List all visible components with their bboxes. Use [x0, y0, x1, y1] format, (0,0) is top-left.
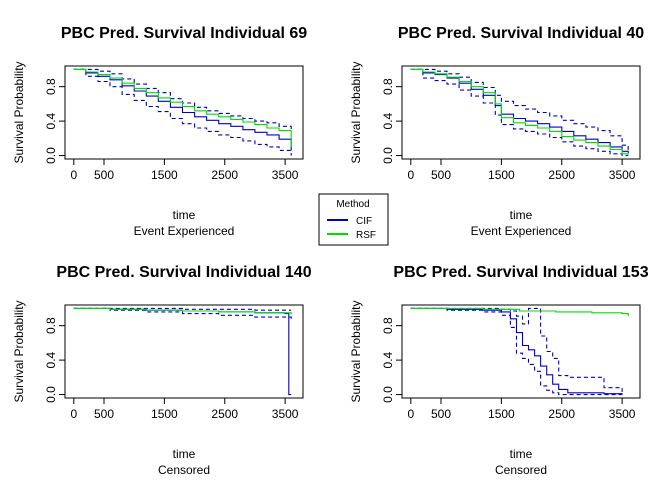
y-tick-label: 0.0	[44, 147, 58, 164]
y-tick-label: 0.8	[381, 78, 395, 95]
x-tick-label: 0	[407, 407, 414, 421]
x-axis-label: time	[510, 208, 533, 222]
x-axis-subtitle: Event Experienced	[134, 224, 235, 238]
series-cif	[73, 68, 292, 151]
series-cif	[410, 307, 623, 395]
plot-frame	[64, 65, 304, 160]
x-tick-label: 500	[94, 168, 114, 182]
x-tick-label: 2500	[548, 168, 575, 182]
plot-frame	[64, 304, 304, 399]
series-rsf	[73, 307, 292, 315]
y-tick-label: 0.8	[44, 317, 58, 334]
y-tick-label: 0.4	[44, 351, 58, 368]
series-rsf	[410, 68, 629, 155]
survival-panel-3: PBC Pred. Survival Individual 140 0 500 150…	[12, 264, 312, 477]
x-tick-label: 500	[431, 168, 451, 182]
y-axis-label: Survival Probability	[349, 300, 363, 402]
legend-title: Method	[336, 199, 369, 210]
x-tick-label: 0	[407, 168, 414, 182]
x-tick-label: 3500	[272, 168, 299, 182]
panel-title: PBC Pred. Survival Individual 140	[56, 264, 311, 281]
plot-frame	[401, 65, 641, 160]
x-axis-label: time	[173, 208, 196, 222]
x-tick-label: 2500	[211, 168, 238, 182]
x-tick-label: 3500	[272, 407, 299, 421]
x-axis-subtitle: Censored	[495, 463, 547, 477]
x-tick-label: 1500	[488, 407, 515, 421]
series-cif-lower	[73, 68, 292, 156]
x-axis-subtitle: Event Experienced	[471, 224, 572, 238]
y-tick-label: 0.0	[381, 147, 395, 164]
series-cif	[410, 68, 629, 153]
panel-title: PBC Pred. Survival Individual 69	[61, 25, 307, 42]
x-axis-subtitle: Censored	[158, 463, 210, 477]
y-tick-label: 0.8	[381, 317, 395, 334]
series-cif-lower	[410, 307, 623, 396]
series-cif-lower	[73, 307, 292, 319]
panels-group: PBC Pred. Survival Individual 69 0 500 1500…	[12, 25, 649, 477]
y-tick-label: 0.4	[381, 112, 395, 129]
y-axis-label: Survival Probability	[12, 61, 26, 163]
panel-title: PBC Pred. Survival Individual 153	[393, 264, 648, 281]
series-rsf	[410, 307, 629, 317]
y-tick-label: 0.4	[44, 112, 58, 129]
x-tick-label: 3500	[609, 168, 636, 182]
y-tick-label: 0.0	[44, 386, 58, 403]
x-axis-label: time	[510, 447, 533, 461]
series-cif-upper	[73, 68, 292, 132]
x-tick-label: 1500	[151, 407, 178, 421]
y-axis-label: Survival Probability	[12, 300, 26, 402]
legend-label-cif: CIF	[356, 216, 372, 227]
x-tick-label: 500	[94, 407, 114, 421]
y-axis-label: Survival Probability	[349, 61, 363, 163]
legend: Method CIF RSF	[318, 193, 389, 246]
x-tick-label: 500	[431, 407, 451, 421]
panel-title: PBC Pred. Survival Individual 40	[398, 25, 644, 42]
x-tick-label: 1500	[151, 168, 178, 182]
series-cif-upper	[73, 307, 292, 311]
x-tick-label: 0	[70, 168, 77, 182]
legend-label-rsf: RSF	[356, 230, 376, 241]
x-axis-label: time	[173, 447, 196, 461]
x-tick-label: 1500	[488, 168, 515, 182]
y-tick-label: 0.8	[44, 78, 58, 95]
series-cif-upper	[410, 68, 629, 151]
x-tick-label: 2500	[211, 407, 238, 421]
x-tick-label: 3500	[609, 407, 636, 421]
y-tick-label: 0.0	[381, 386, 395, 403]
series-rsf	[73, 68, 292, 147]
survival-panel-4: PBC Pred. Survival Individual 153 0 500 150…	[349, 264, 649, 477]
survival-panel-1: PBC Pred. Survival Individual 69 0 500 1500…	[12, 25, 307, 238]
y-tick-label: 0.4	[381, 351, 395, 368]
survival-panel-2: PBC Pred. Survival Individual 40 0 500 1500…	[349, 25, 644, 238]
series-cif-lower	[410, 68, 629, 157]
plot-frame	[401, 304, 641, 399]
x-tick-label: 0	[70, 407, 77, 421]
x-tick-label: 2500	[548, 407, 575, 421]
series-cif	[73, 307, 292, 396]
